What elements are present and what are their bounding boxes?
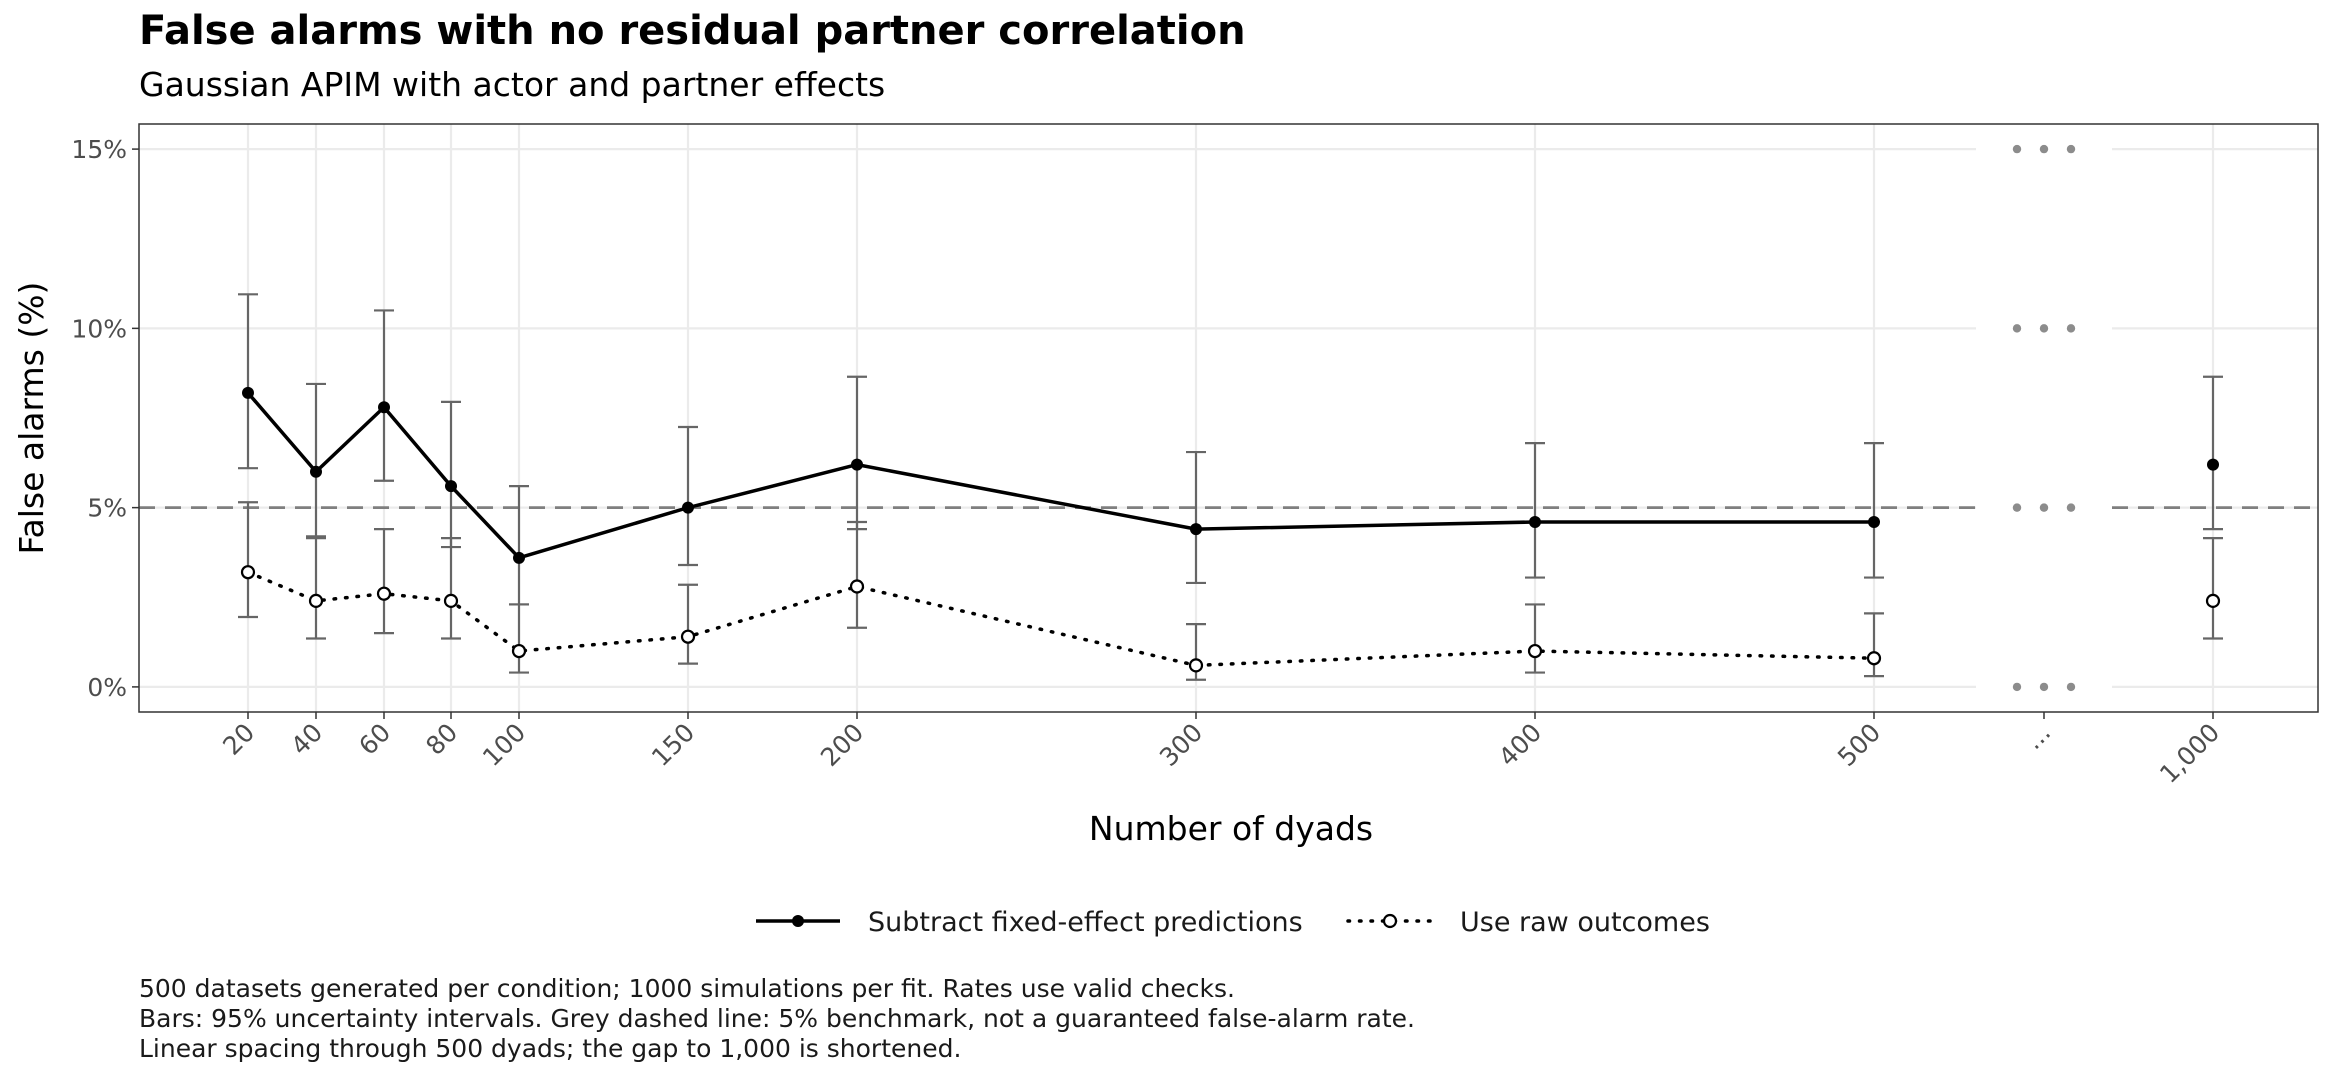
y-tick-label: 0%	[87, 673, 127, 702]
axis-break-dot	[2066, 503, 2076, 512]
y-tick-label: 15%	[71, 135, 127, 164]
data-point-subtract	[513, 551, 525, 564]
x-tick-label: 200	[815, 718, 869, 772]
data-point-subtract	[2207, 458, 2219, 471]
data-point-raw	[443, 593, 459, 608]
data-point-raw	[2205, 593, 2221, 608]
axis-break-dot	[2039, 682, 2049, 692]
x-tick-label: 1,000	[2154, 718, 2225, 789]
axis-break-dot	[2039, 503, 2049, 512]
caption-line-1: 500 datasets generated per condition; 10…	[139, 974, 1235, 1003]
axes: 0% 5% 10% 15% 20 40 60 80 100 150 200 300 400 500... 1…	[71, 135, 2225, 789]
axis-break-dot	[2039, 324, 2049, 333]
x-tick-label: 60	[353, 718, 396, 761]
axis-break-dot	[2066, 144, 2076, 154]
series-layer	[238, 293, 2223, 681]
axis-break-dot	[2039, 144, 2049, 154]
data-point-subtract	[242, 386, 254, 399]
x-tick-label: 20	[217, 718, 260, 761]
y-tick-label: 10%	[71, 314, 127, 343]
x-axis-title: Number of dyads	[1089, 809, 1373, 848]
legend: Subtract fixed-effect predictions Use ra…	[756, 907, 1710, 938]
data-point-raw	[1527, 643, 1543, 659]
chart-subtitle: Gaussian APIM with actor and partner eff…	[139, 65, 885, 104]
axis-break-dot	[2066, 682, 2076, 692]
data-point-raw	[1866, 651, 1882, 666]
data-point-raw	[240, 565, 256, 580]
data-point-subtract	[1868, 515, 1880, 528]
data-point-raw	[680, 629, 696, 644]
axis-break-dot	[2012, 503, 2022, 512]
axis-break-marks	[2012, 144, 2076, 692]
axis-break-dot	[2012, 144, 2022, 154]
y-tick-label: 5%	[87, 494, 127, 523]
legend-key-marker-raw	[1382, 913, 1398, 929]
data-point-subtract	[1190, 523, 1202, 536]
data-point-subtract	[445, 480, 457, 493]
caption-line-3: Linear spacing through 500 dyads; the ga…	[139, 1034, 961, 1063]
chart-title: False alarms with no residual partner co…	[139, 8, 1246, 54]
x-tick-label: ...	[2019, 718, 2056, 755]
data-point-raw	[308, 593, 324, 608]
series-line-raw	[246, 570, 1876, 668]
data-point-subtract	[682, 501, 694, 514]
x-tick-label: 80	[420, 718, 463, 761]
legend-label-raw: Use raw outcomes	[1460, 907, 1710, 938]
x-tick-label: 500	[1832, 718, 1886, 772]
legend-label-subtract: Subtract fixed-effect predictions	[868, 907, 1303, 938]
caption-line-2: Bars: 95% uncertainty intervals. Grey da…	[139, 1004, 1415, 1033]
axis-break-dot	[2012, 324, 2022, 333]
axis-break-dot	[2012, 682, 2022, 692]
series-line-subtract	[246, 391, 1874, 560]
data-point-raw	[1188, 658, 1204, 673]
data-point-raw	[849, 579, 865, 594]
data-point-subtract	[378, 401, 390, 414]
axis-break-dot	[2066, 324, 2076, 333]
legend-key-marker-subtract	[792, 915, 804, 927]
panel-border	[138, 123, 2319, 713]
data-point-raw	[511, 643, 527, 659]
x-tick-label: 300	[1154, 718, 1208, 772]
x-tick-label: 150	[646, 718, 700, 772]
grid	[139, 124, 2318, 712]
x-tick-label: 100	[477, 718, 531, 772]
x-tick-label: 400	[1493, 718, 1547, 772]
data-point-subtract	[851, 458, 863, 471]
x-tick-label: 40	[285, 718, 328, 761]
data-point-subtract	[1529, 515, 1541, 528]
data-point-subtract	[310, 465, 322, 478]
data-point-raw	[376, 586, 392, 601]
y-axis-title: False alarms (%)	[12, 282, 51, 555]
